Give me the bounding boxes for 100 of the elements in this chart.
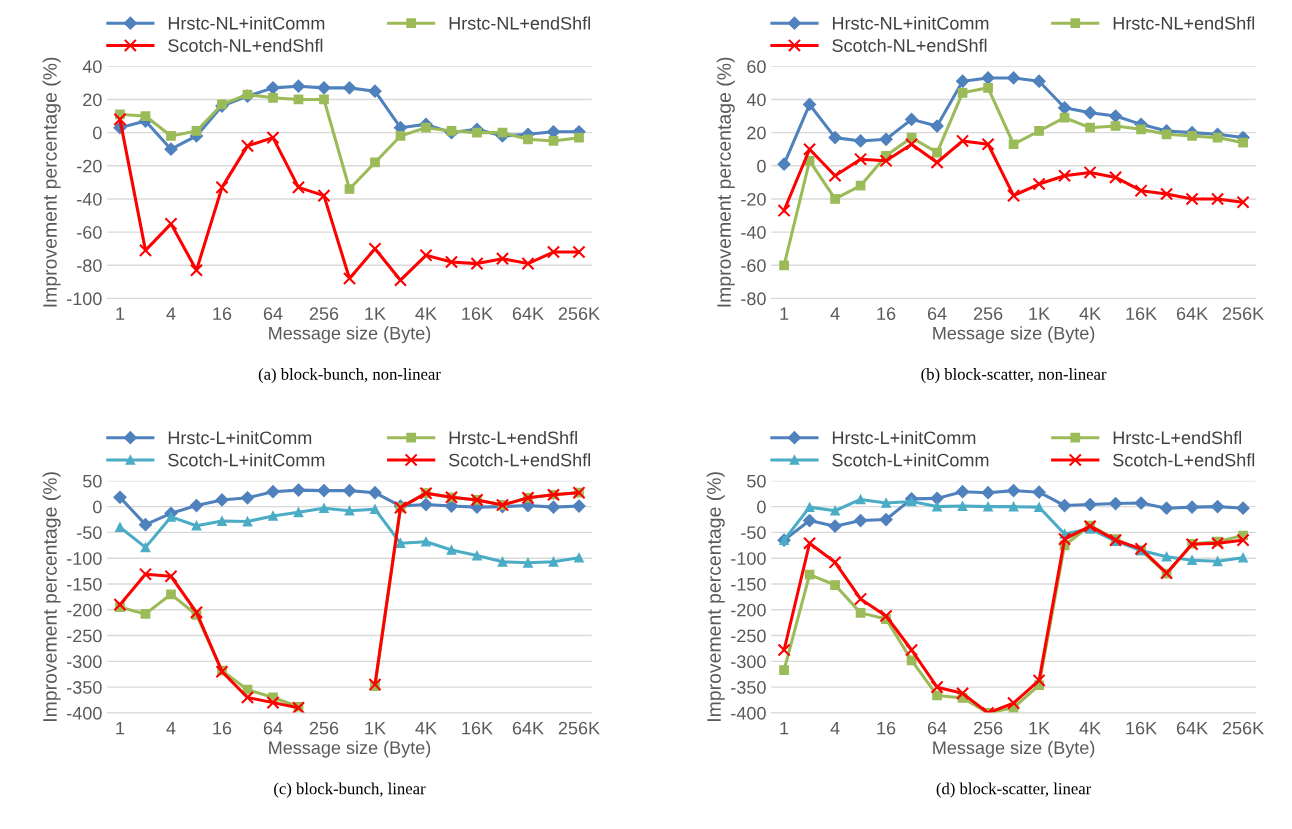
y-tick-label: -350	[731, 681, 766, 694]
legend-label: Scotch-L+endShfl	[448, 453, 590, 467]
x-tick-label: 16K	[1126, 307, 1157, 321]
legend-label: Hrstc-NL+initComm	[832, 16, 989, 30]
x-tick-label: 1	[116, 307, 125, 320]
legend-label: Hrstc-L+initComm	[168, 430, 312, 445]
y-tick-label: -50	[77, 526, 102, 540]
x-axis-title: Message size (Byte)	[269, 326, 431, 344]
x-tick-label: 64	[927, 721, 947, 735]
y-tick-label: -60	[741, 259, 766, 272]
legend-label: Hrstc-NL+endShfl	[449, 16, 590, 30]
y-tick-label: 40	[82, 60, 102, 74]
x-tick-label: 256K	[1222, 721, 1264, 735]
x-tick-label: 16K	[462, 721, 493, 735]
x-tick-label: 256	[973, 307, 1003, 321]
x-tick-label: 1K	[365, 307, 386, 320]
text: (d) block-scatter, linear	[936, 782, 1092, 798]
x-tick-label: 256	[309, 721, 339, 735]
y-tick-label: -200	[731, 603, 766, 617]
y-tick-label: -150	[731, 577, 766, 591]
x-tick-label: 1K	[365, 721, 386, 735]
text: (a) block-bunch, non-linear	[258, 368, 441, 384]
x-tick-label: 64	[263, 721, 283, 735]
x-tick-label: 256	[973, 721, 1003, 735]
y-tick-label: 40	[746, 93, 766, 107]
x-tick-label: 16	[213, 307, 232, 321]
y-tick-label: -300	[731, 655, 766, 669]
y-tick-label: -80	[77, 259, 102, 272]
legend-label: Hrstc-NL+initComm	[168, 16, 325, 30]
x-tick-label: 16	[877, 721, 896, 735]
y-tick-label: -40	[741, 226, 766, 239]
x-tick-label: 256	[309, 307, 339, 321]
x-tick-label: 4	[166, 721, 176, 735]
x-tick-label: 1K	[1029, 307, 1050, 320]
y-tick-label: -400	[731, 706, 766, 720]
x-axis-title: Message size (Byte)	[933, 740, 1095, 758]
x-tick-label: 64K	[512, 307, 544, 321]
y-axis-title: Improvement percentage (%)	[706, 472, 725, 721]
y-tick-label: 0	[757, 500, 766, 514]
y-tick-label: -50	[741, 526, 766, 540]
y-tick-label: -250	[67, 629, 102, 643]
x-tick-label: 64K	[1176, 307, 1208, 321]
x-tick-label: 64	[263, 307, 283, 321]
y-tick-label: 50	[747, 474, 766, 488]
legend-label: Scotch-NL+endShfl	[168, 38, 323, 52]
x-tick-label: 4	[166, 307, 176, 320]
y-tick-label: 60	[747, 60, 766, 74]
x-axis-title: Message size (Byte)	[933, 326, 1095, 344]
x-tick-label: 1	[780, 721, 789, 735]
x-tick-label: 64K	[512, 721, 544, 735]
y-tick-label: 20	[83, 93, 102, 107]
x-tick-label: 1K	[1029, 721, 1050, 735]
x-tick-label: 16	[877, 307, 896, 321]
y-tick-label: -20	[77, 159, 102, 173]
y-tick-label: -400	[67, 706, 102, 720]
text: (b) block-scatter, non-linear	[921, 368, 1107, 384]
y-tick-label: -60	[77, 226, 102, 239]
legend-label: Hrstc-L+endShfl	[449, 430, 577, 445]
y-tick-label: -100	[67, 292, 102, 306]
y-tick-label: -80	[741, 292, 766, 306]
x-tick-label: 64K	[1176, 721, 1208, 735]
y-tick-label: -150	[67, 577, 102, 591]
y-tick-label: 0	[93, 126, 102, 140]
x-tick-label: 1	[780, 307, 789, 320]
x-tick-label: 256K	[558, 721, 600, 735]
y-tick-label: -250	[731, 629, 766, 643]
x-tick-label: 1	[116, 721, 125, 735]
x-tick-label: 64	[927, 307, 947, 321]
legend-label: Scotch-L+endShfl	[1113, 453, 1255, 467]
legend-label: Hrstc-L+endShfl	[1113, 430, 1242, 445]
legend-label: Scotch-NL+endShfl	[832, 38, 987, 52]
text: (c) block-bunch, linear	[274, 782, 426, 798]
x-tick-label: 16	[213, 721, 232, 735]
x-tick-label: 4K	[1079, 721, 1101, 735]
legend-label: Hrstc-L+initComm	[832, 430, 976, 445]
x-tick-label: 4K	[415, 307, 437, 320]
y-axis-title: Improvement percentage (%)	[42, 57, 61, 307]
y-tick-label: -100	[67, 552, 102, 565]
x-tick-label: 16K	[462, 307, 493, 321]
x-tick-label: 4	[830, 307, 840, 320]
y-tick-label: -20	[741, 192, 766, 206]
y-tick-label: -200	[67, 603, 102, 617]
x-tick-label: 4K	[415, 721, 437, 735]
x-tick-label: 4	[830, 721, 840, 735]
legend-label: Scotch-L+initComm	[832, 453, 989, 467]
y-tick-label: 0	[757, 159, 766, 173]
y-axis-title: Improvement percentage (%)	[42, 472, 61, 721]
y-tick-label: 50	[83, 474, 102, 488]
x-tick-label: 16K	[1126, 721, 1157, 735]
x-tick-label: 256K	[1222, 307, 1264, 321]
x-tick-label: 4K	[1079, 307, 1101, 320]
y-tick-label: -40	[77, 192, 102, 206]
y-tick-label: -300	[67, 655, 102, 669]
y-tick-label: -100	[731, 552, 766, 565]
y-tick-label: -350	[67, 681, 102, 694]
y-tick-label: 0	[93, 500, 102, 514]
legend-label: Hrstc-NL+endShfl	[1113, 16, 1255, 30]
x-axis-title: Message size (Byte)	[269, 740, 431, 758]
x-tick-label: 256K	[558, 307, 600, 321]
y-tick-label: 20	[747, 126, 766, 140]
